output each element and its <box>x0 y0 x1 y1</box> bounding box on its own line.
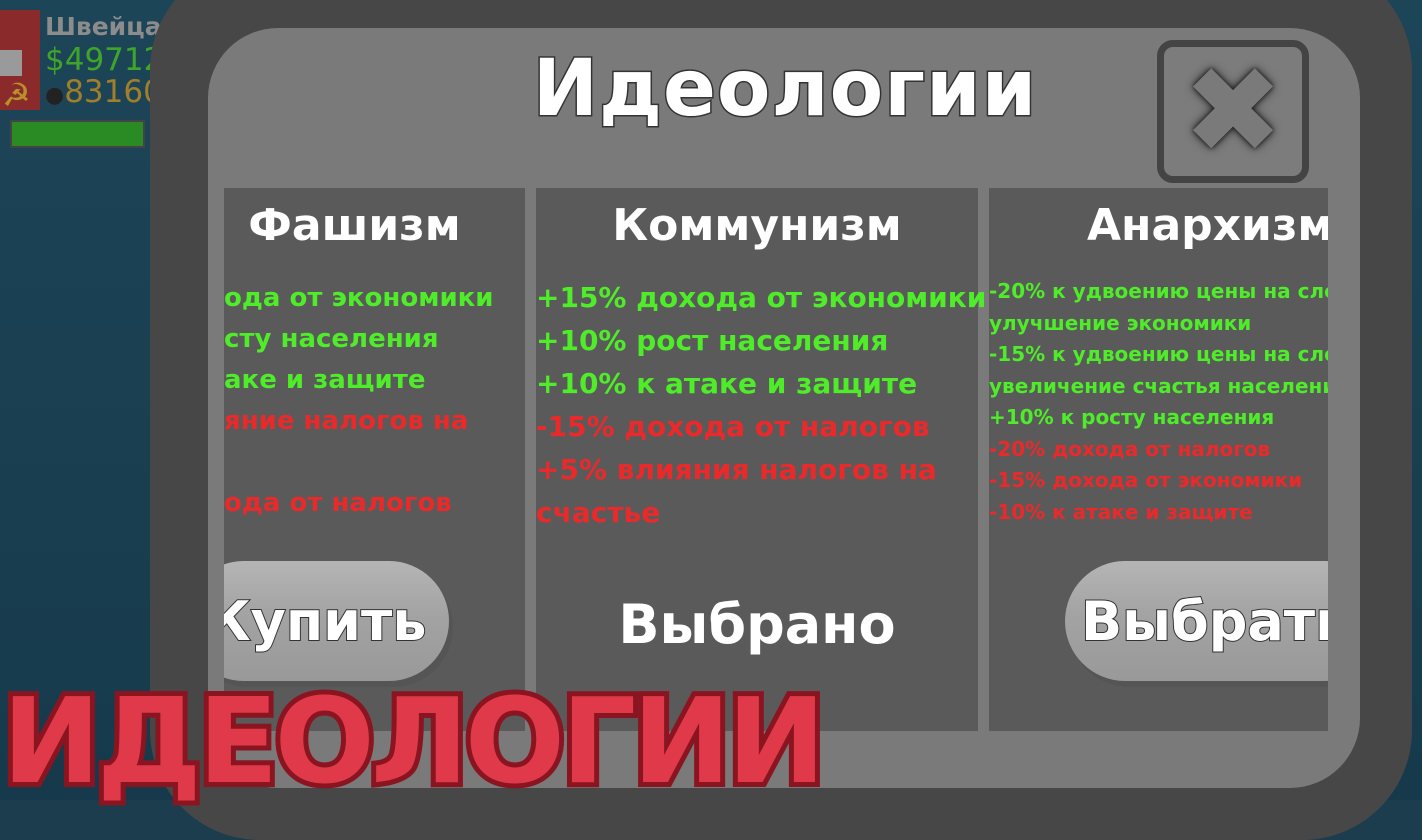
ideology-card-anarchism: Анархизм -20% к удвоению цены на сле, улу… <box>989 188 1328 731</box>
effect-line: +15% дохода от экономики <box>536 281 987 314</box>
population-readout: ●83160 <box>45 74 163 110</box>
effects-list: ода от экономики сту населения аке и защит… <box>224 278 565 524</box>
effects-list: +15% дохода от экономики +10% рост населе… <box>536 276 987 534</box>
effect-line: ода от налогов <box>224 488 452 518</box>
effect-line: -20% к удвоению цены на сле, <box>989 279 1328 303</box>
effect-line <box>224 442 565 483</box>
hammer-sickle-icon: ☭ <box>2 76 31 114</box>
ideology-name: Коммунизм <box>612 200 902 251</box>
country-flag: ☭ <box>0 10 40 114</box>
effect-line: улучшение экономики <box>989 310 1252 335</box>
person-icon: ● <box>45 83 65 108</box>
population-value: 83160 <box>64 74 163 110</box>
selected-status: Выбрано <box>618 593 896 656</box>
effect-line: увеличение счастья населени <box>989 373 1328 398</box>
effect-line: счастье <box>536 496 661 529</box>
ideology-name: Анархизм <box>1087 200 1328 251</box>
effect-line: -20% дохода от налогов <box>989 436 1271 461</box>
effect-line: -15% к удвоению цены на сле, <box>989 342 1328 366</box>
effect-line: яние налогов на <box>224 406 469 436</box>
effect-line: сту населения <box>224 324 439 354</box>
close-x-icon: ✖ <box>1182 42 1284 181</box>
ideology-list[interactable]: Фашизм ода от экономики сту населения аке … <box>224 188 1328 731</box>
effect-line: +10% рост населения <box>536 324 889 357</box>
health-bar <box>10 120 145 148</box>
effect-line: -15% дохода от налогов <box>536 410 930 443</box>
dialog-title: Идеологии <box>531 43 1038 136</box>
effect-line: +10% к росту населения <box>989 405 1275 429</box>
ideology-card-fascism: Фашизм ода от экономики сту населения аке … <box>224 188 525 731</box>
effect-line: -15% дохода от экономики <box>989 468 1303 492</box>
close-button[interactable]: ✖ <box>1157 40 1309 183</box>
ideology-card-communism: Коммунизм +15% дохода от экономики +10% р… <box>536 188 987 731</box>
select-button[interactable]: Выбрать <box>1065 561 1328 681</box>
buy-button[interactable]: Купить <box>224 561 449 681</box>
effect-line: +10% к атаке и защите <box>536 367 918 400</box>
effect-line: аке и защите <box>224 365 426 395</box>
effect-line: ода от экономики <box>224 283 494 313</box>
effect-line: -10% к атаке и защите <box>989 499 1253 524</box>
effects-list: -20% к удвоению цены на сле, улучшение эк… <box>989 276 1328 528</box>
overlay-banner-title: ИДЕОЛОГИИ <box>0 667 831 815</box>
effect-line: +5% влияния налогов на <box>536 453 937 486</box>
ideology-name: Фашизм <box>248 200 461 251</box>
